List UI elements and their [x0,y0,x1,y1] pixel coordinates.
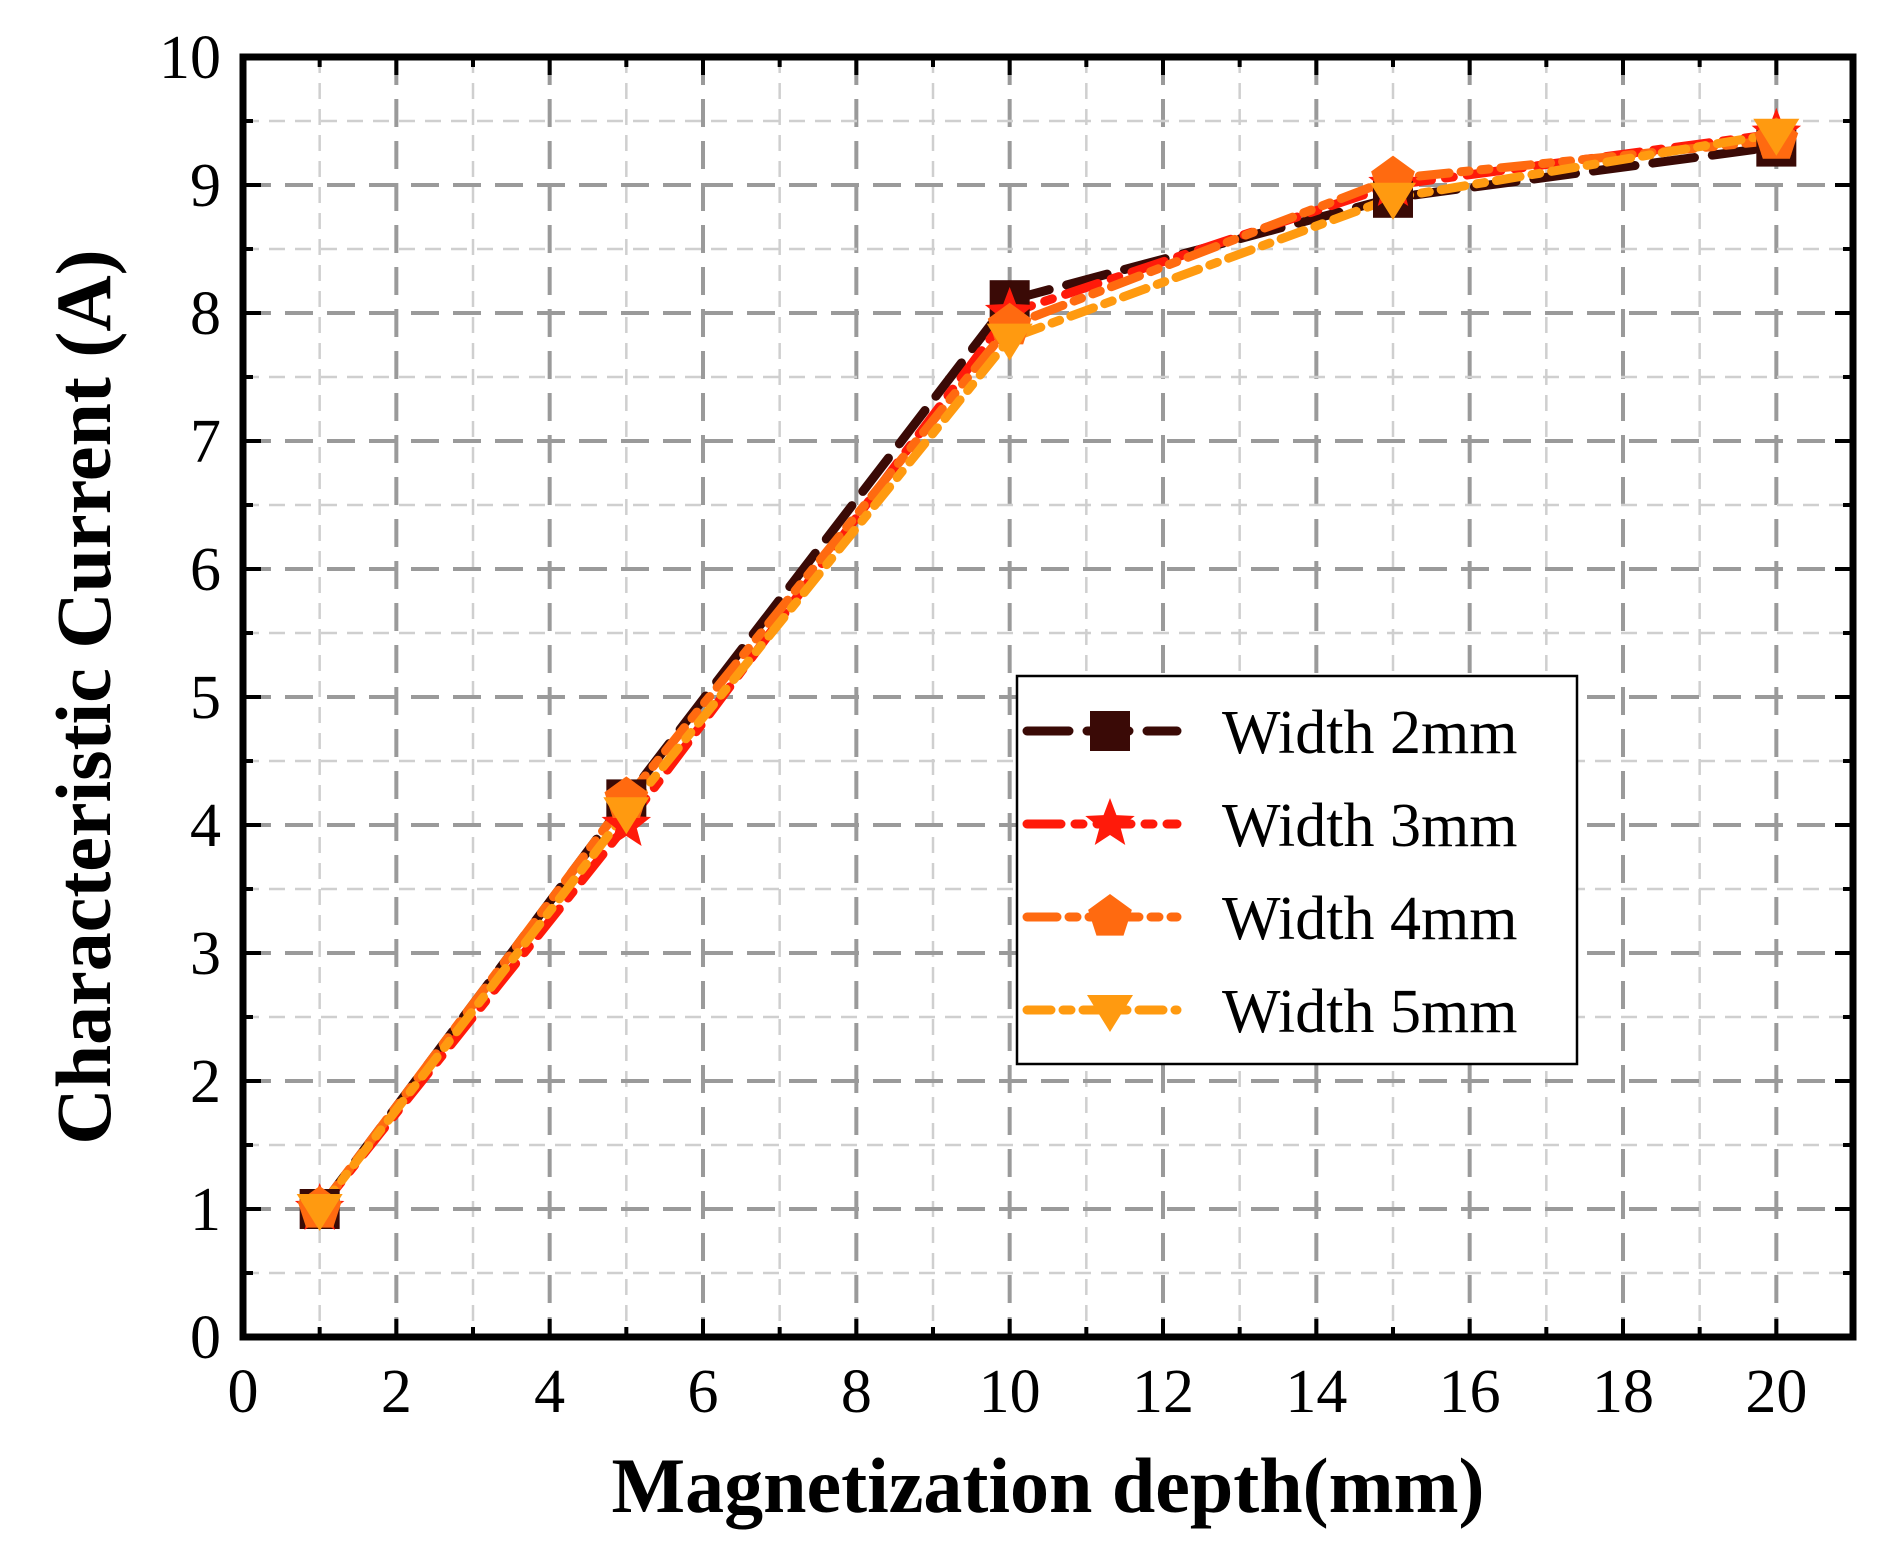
y-tick-label: 5 [190,664,221,732]
x-tick-label: 2 [381,1358,412,1426]
x-tick-label: 14 [1285,1358,1347,1426]
y-tick-label: 9 [190,152,221,220]
legend: Width 2mm Width 3mm Width 4mm Width 5mm [1015,674,1579,1066]
series-markers-4 [296,118,1800,1231]
legend-marker [1090,711,1130,751]
y-tick-label: 10 [159,24,221,92]
data-point [1753,118,1800,156]
y-tick-label: 8 [190,280,221,348]
legend-marker [1087,995,1133,1032]
y-tick-label: 0 [190,1304,221,1372]
series-line [315,135,1781,1214]
x-tick-label: 6 [688,1358,719,1426]
y-tick-label: 6 [190,536,221,604]
x-tick-label: 12 [1132,1358,1194,1426]
series-lines [294,107,1802,1231]
x-tick-label: 16 [1439,1358,1501,1426]
y-tick-label: 7 [190,408,221,476]
data-point [296,1194,343,1231]
data-point [986,323,1033,361]
series-3 [315,135,1781,1214]
x-tick-label: 8 [841,1358,872,1426]
y-tick-label: 3 [190,920,221,988]
legend-label: Width 5mm [1222,978,1517,1046]
legend-label: Width 2mm [1222,699,1517,767]
data-point [603,797,650,835]
x-tick-label: 10 [979,1358,1041,1426]
legend-marker [1088,894,1132,936]
legend-label: Width 3mm [1222,792,1517,860]
x-axis-title: Magnetization depth(mm) [611,1442,1484,1529]
x-tick-label: 0 [228,1358,259,1426]
x-tick-label: 4 [534,1358,565,1426]
data-point [1370,182,1416,220]
x-tick-label: 18 [1592,1358,1654,1426]
y-axis-title: Characteristic Current (A) [40,249,127,1144]
legend-marker [1085,798,1135,846]
y-tick-label: 1 [190,1176,221,1244]
x-tick-label: 20 [1745,1358,1807,1426]
y-tick-label: 4 [190,792,221,860]
legend-label: Width 4mm [1222,885,1517,953]
y-tick-label: 2 [190,1048,221,1116]
